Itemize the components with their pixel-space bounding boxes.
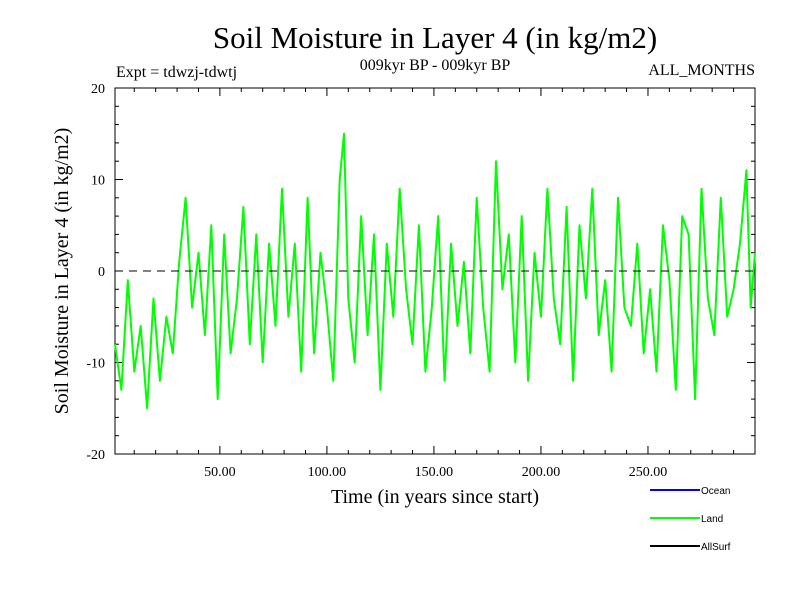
y-tick-label: 20 [91, 82, 105, 97]
months-label: ALL_MONTHS [648, 62, 755, 79]
y-tick-label: 0 [98, 265, 105, 280]
x-tick-label: 100.00 [308, 465, 347, 480]
chart-title: Soil Moisture in Layer 4 (in kg/m2) [213, 20, 657, 55]
series-layer [114, 132, 756, 410]
period-label: 009kyr BP - 009kyr BP [360, 57, 511, 74]
legend-label-ocean: Ocean [701, 486, 730, 497]
x-tick-label: 50.00 [204, 465, 236, 480]
x-tick-label: 250.00 [629, 465, 668, 480]
tick-labels: -20 -10 0 10 20 50.00 100.00 150.00 200.00 250.00 [86, 82, 667, 480]
x-axis-label: Time (in years since start) [331, 486, 539, 508]
legend-label-allsurf: AllSurf [701, 542, 731, 553]
legend: Ocean Land AllSurf [650, 486, 731, 553]
y-tick-label: -10 [86, 357, 105, 372]
y-tick-label: -20 [86, 448, 105, 463]
y-axis-label: Soil Moisture in Layer 4 (in kg/m2) [51, 128, 73, 415]
y-tick-label: 10 [91, 174, 105, 189]
legend-label-land: Land [701, 514, 723, 525]
experiment-label: Expt = tdwzj-tdwtj [116, 64, 237, 81]
x-tick-label: 150.00 [415, 465, 454, 480]
x-tick-label: 200.00 [522, 465, 561, 480]
series-line-land [114, 132, 756, 410]
